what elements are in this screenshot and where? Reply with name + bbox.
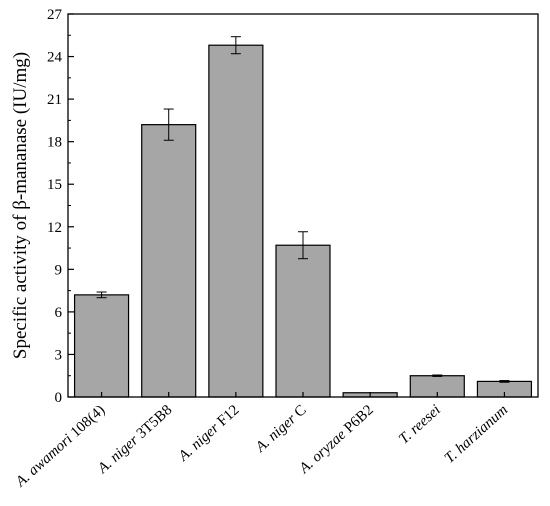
y-tick-label-9: 9 (55, 262, 63, 278)
bars-layer (73, 44, 533, 398)
category-label-4: A. niger C (252, 402, 310, 456)
y-tick-label-18: 18 (47, 135, 62, 151)
bar-1 (73, 294, 130, 398)
y-tick-label-3: 3 (55, 347, 63, 363)
y-tick-label-12: 12 (47, 220, 62, 236)
error-bars-layer (96, 36, 510, 383)
bar-3 (208, 44, 264, 398)
y-tick-label-21: 21 (47, 92, 62, 108)
category-label-3: A. niger F12 (175, 402, 242, 465)
y-tick-label-0: 0 (55, 390, 63, 406)
y-axis-title: Specific activity of β-mananase (IU/mg) (10, 52, 31, 359)
y-tick-label-27: 27 (47, 7, 63, 23)
y-tick-label-15: 15 (47, 177, 62, 193)
category-label-1: A. awamori 108(4) (12, 402, 108, 491)
category-label-6: T. reesei (396, 402, 444, 447)
bar-2 (141, 124, 197, 398)
y-tick-label-24: 24 (47, 50, 63, 66)
y-tick-label-6: 6 (55, 305, 63, 321)
bar-4 (275, 244, 331, 398)
axes-layer (67, 13, 539, 398)
category-label-7: T. harzianum (442, 402, 511, 467)
